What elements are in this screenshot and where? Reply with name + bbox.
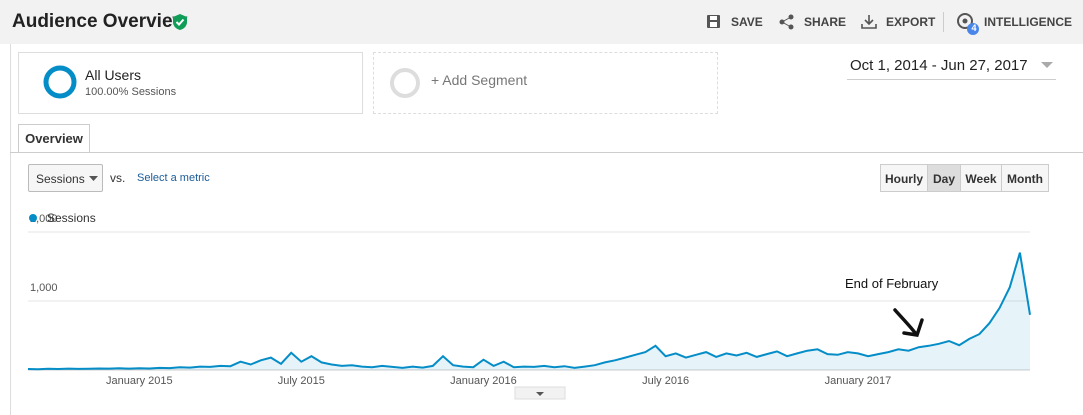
vs-label: vs.: [110, 171, 126, 185]
granularity-button[interactable]: Month: [1001, 164, 1049, 192]
content-panel: [10, 44, 1083, 415]
intelligence-button[interactable]: INTELLIGENCE: [984, 15, 1073, 29]
legend-label: Sessions: [47, 211, 96, 225]
select-metric[interactable]: Select a metric: [137, 172, 210, 184]
x-tick-label: July 2015: [278, 375, 325, 387]
save-button[interactable]: SAVE: [731, 15, 763, 29]
x-tick-label: January 2017: [825, 375, 892, 387]
annotation-arrow: [893, 308, 924, 337]
divider: [10, 152, 1083, 153]
granularity-button[interactable]: Hourly: [880, 164, 928, 192]
export-icon[interactable]: [861, 14, 877, 30]
tab[interactable]: Overview: [18, 124, 90, 153]
export-button[interactable]: EXPORT: [886, 15, 936, 29]
y-tick-label: 1,000: [30, 282, 58, 294]
date-caret[interactable]: [1041, 62, 1053, 70]
share-button[interactable]: SHARE: [804, 15, 847, 29]
chart: End of February 1,000 2,000 January 2015 Ju…: [27, 211, 1031, 400]
date-range[interactable]: Oct 1, 2014 - Jun 27, 2017: [850, 57, 1028, 74]
save-icon[interactable]: [706, 14, 722, 30]
x-tick-label: July 2016: [642, 375, 689, 387]
legend-marker: [29, 214, 37, 222]
date-underline: [847, 79, 1056, 80]
annotation: End of February: [845, 276, 939, 291]
verified-icon: [173, 14, 187, 30]
y-tick-label: 2,000: [30, 213, 58, 225]
segment-ring: [43, 65, 77, 99]
metric-dropdown[interactable]: Sessions: [28, 164, 103, 192]
x-tick-label: January 2016: [450, 375, 517, 387]
notification-badge: 4: [971, 23, 977, 33]
segment-detail: 100.00% Sessions: [85, 86, 177, 98]
intelligence-icon[interactable]: [956, 12, 980, 36]
add-segment-card[interactable]: [373, 52, 718, 114]
line: [27, 252, 1031, 371]
dropdown-caret: [89, 176, 98, 181]
add-segment[interactable]: + Add Segment: [431, 72, 528, 88]
separator: [943, 12, 944, 32]
segment-name: All Users: [85, 67, 142, 83]
x-tick-label: January 2015: [106, 375, 173, 387]
granularity-button[interactable]: Week: [960, 164, 1002, 192]
page-title: Audience Overview: [12, 11, 188, 32]
segment-ring-empty: [390, 68, 420, 98]
area: [28, 252, 1030, 370]
expand-caret[interactable]: [536, 392, 544, 396]
granularity-button[interactable]: Day: [927, 164, 961, 192]
share-icon[interactable]: [779, 14, 795, 30]
